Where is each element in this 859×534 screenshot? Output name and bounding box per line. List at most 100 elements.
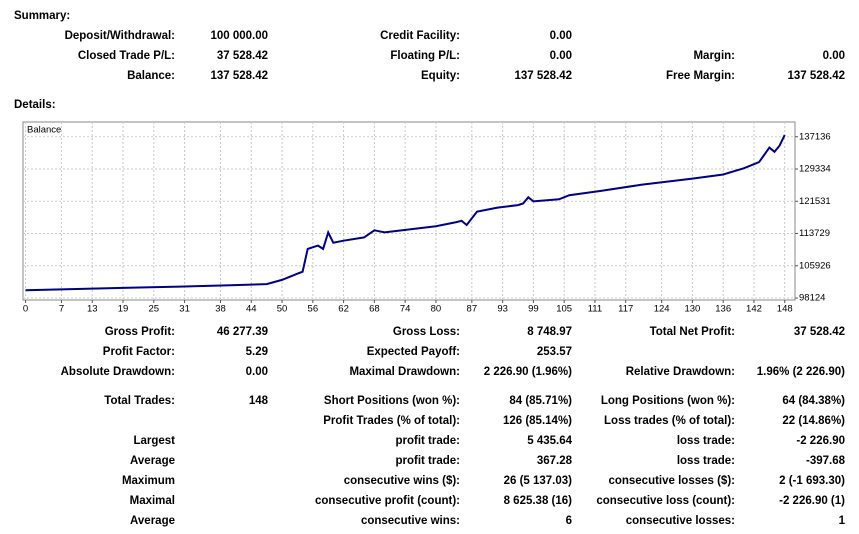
field-label: Closed Trade P/L: (78, 50, 175, 62)
x-tick-label: 105 (556, 304, 572, 315)
field-label: Average (130, 515, 175, 527)
field-label: consecutive profit (count): (315, 495, 460, 507)
x-tick-label: 148 (777, 304, 793, 315)
y-tick-label: 113729 (799, 228, 830, 239)
field-label: Credit Facility: (380, 30, 460, 42)
field-label: Long Positions (won %): (601, 395, 735, 407)
field-label: Absolute Drawdown: (61, 366, 175, 378)
section-title: Summary: (14, 10, 70, 22)
field-label: profit trade: (395, 455, 460, 467)
field-value: 37 528.42 (217, 50, 268, 62)
field-label: Free Margin: (666, 70, 735, 82)
x-tick-label: 31 (179, 304, 190, 315)
legend-label: Balance (27, 125, 61, 136)
x-tick-label: 142 (746, 304, 762, 315)
balance-line (25, 134, 786, 292)
field-value: 100 000.00 (210, 30, 268, 42)
field-label: Maximal Drawdown: (349, 366, 460, 378)
field-label: consecutive wins ($): (344, 475, 460, 487)
field-label: Gross Profit: (105, 326, 175, 338)
field-label: Total Trades: (104, 395, 175, 407)
field-value: 2 (-1 693.30) (779, 475, 845, 487)
field-value: -2 226.90 (796, 435, 845, 447)
field-value: 5.29 (246, 346, 268, 358)
field-label: Loss trades (% of total): (604, 415, 735, 427)
field-label: consecutive losses ($): (608, 475, 735, 487)
y-tick-label: 129334 (799, 164, 831, 175)
field-value: 6 (566, 515, 572, 527)
x-tick-label: 56 (308, 304, 319, 315)
field-value: 137 528.42 (514, 70, 572, 82)
field-value: 26 (5 137.03) (504, 475, 573, 487)
x-tick-label: 0 (23, 304, 28, 315)
field-label: Margin: (693, 50, 735, 62)
field-value: 37 528.42 (794, 326, 845, 338)
y-tick-label: 105926 (799, 260, 831, 271)
field-value: 64 (84.38%) (782, 395, 845, 407)
field-value: 0.00 (550, 50, 572, 62)
x-tick-label: 25 (149, 304, 160, 315)
y-tick-label: 137136 (799, 131, 831, 142)
field-value: 5 435.64 (527, 435, 572, 447)
x-tick-label: 130 (684, 304, 700, 315)
y-tick-label: 98124 (799, 293, 825, 304)
x-tick-label: 117 (618, 304, 633, 315)
field-label: Equity: (421, 70, 460, 82)
field-label: profit trade: (395, 435, 460, 447)
field-value: 137 528.42 (210, 70, 268, 82)
x-tick-label: 62 (338, 304, 349, 315)
field-value: -397.68 (806, 455, 846, 467)
x-tick-label: 50 (277, 304, 288, 315)
x-tick-label: 80 (431, 304, 442, 315)
field-value: 84 (85.71%) (509, 395, 572, 407)
section-title: Details: (14, 99, 56, 111)
field-label: Profit Factor: (103, 346, 175, 358)
field-value: 253.57 (537, 346, 572, 358)
field-label: Profit Trades (% of total): (323, 415, 460, 427)
x-tick-label: 136 (715, 304, 731, 315)
field-value: 0.00 (550, 30, 572, 42)
field-label: loss trade: (677, 455, 735, 467)
field-label: consecutive wins: (361, 515, 460, 527)
field-value: 137 528.42 (787, 70, 845, 82)
x-tick-label: 74 (400, 304, 411, 315)
field-value: 148 (249, 395, 269, 407)
field-label: Short Positions (won %): (324, 395, 460, 407)
field-value: 2 226.90 (1.96%) (484, 366, 572, 378)
field-value: 126 (85.14%) (503, 415, 572, 427)
x-tick-label: 99 (528, 304, 539, 315)
field-value: 8 625.38 (16) (504, 495, 573, 507)
field-label: Balance: (127, 70, 175, 82)
x-tick-label: 44 (246, 304, 257, 315)
field-label: Relative Drawdown: (626, 366, 735, 378)
field-label: consecutive losses: (626, 515, 735, 527)
x-tick-label: 111 (588, 304, 602, 315)
x-tick-label: 13 (87, 304, 98, 315)
field-label: Total Net Profit: (650, 326, 735, 338)
x-tick-label: 124 (654, 304, 670, 315)
x-tick-label: 93 (497, 304, 508, 315)
field-label: Maximal (130, 495, 175, 507)
field-value: 8 748.97 (527, 326, 572, 338)
field-label: consecutive loss (count): (596, 495, 735, 507)
x-tick-label: 38 (215, 304, 226, 315)
x-tick-label: 68 (369, 304, 380, 315)
field-value: 0.00 (823, 50, 845, 62)
field-value: 367.28 (537, 455, 573, 467)
field-value: 22 (14.86%) (782, 415, 845, 427)
x-tick-label: 19 (118, 304, 129, 315)
field-value: -2 226.90 (1) (779, 495, 845, 507)
field-value: 1 (839, 515, 846, 527)
x-tick-label: 87 (467, 304, 478, 315)
x-tick-label: 7 (59, 304, 64, 315)
chart-frame (22, 121, 796, 301)
field-value: 1.96% (2 226.90) (757, 366, 845, 378)
field-label: loss trade: (677, 435, 735, 447)
field-label: Deposit/Withdrawal: (65, 30, 175, 42)
field-label: Largest (133, 435, 175, 447)
y-tick-label: 121531 (799, 196, 831, 207)
field-value: 46 277.39 (217, 326, 268, 338)
field-label: Maximum (122, 475, 175, 487)
field-value: 0.00 (246, 366, 268, 378)
